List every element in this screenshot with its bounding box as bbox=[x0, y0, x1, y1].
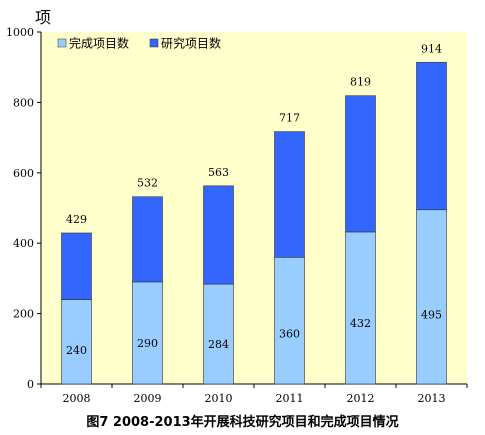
figure-caption: 图7 2008-2013年开展科技研究项目和完成项目情况 bbox=[86, 415, 399, 430]
bar-series bbox=[61, 61, 447, 385]
data-label-completed: 240 bbox=[66, 344, 87, 357]
bar-segment-completed bbox=[416, 209, 447, 385]
bar-segment-research bbox=[274, 131, 305, 258]
x-axis-ticks: 2008 2009 2010 2011 2012 2013 bbox=[40, 384, 468, 405]
x-tick-label: 2008 bbox=[63, 392, 91, 405]
data-label-total: 429 bbox=[66, 213, 87, 226]
bar-segment-completed bbox=[203, 283, 234, 385]
x-tick-label: 2010 bbox=[205, 392, 233, 405]
data-label-completed: 284 bbox=[208, 338, 229, 351]
bar-segment-research bbox=[61, 232, 92, 300]
y-axis-unit: 项 bbox=[35, 8, 51, 27]
legend-label-research: 研究项目数 bbox=[161, 36, 221, 51]
bar-segment-completed bbox=[345, 231, 376, 385]
legend-label-completed: 完成项目数 bbox=[69, 36, 129, 51]
x-tick-label: 2011 bbox=[276, 392, 304, 405]
plot-area bbox=[41, 32, 467, 384]
bar-segment-completed bbox=[274, 256, 305, 385]
data-label-total: 717 bbox=[279, 112, 300, 125]
y-tick-label: 0 bbox=[27, 378, 34, 391]
bar-segment-completed bbox=[132, 281, 163, 385]
legend: 完成项目数 研究项目数 bbox=[57, 36, 221, 51]
data-label-completed: 432 bbox=[350, 317, 371, 330]
x-tick-label: 2012 bbox=[347, 392, 375, 405]
data-label-total: 914 bbox=[421, 42, 442, 55]
data-label-total: 532 bbox=[137, 177, 158, 190]
data-label-completed: 360 bbox=[279, 327, 300, 340]
y-tick-label: 1000 bbox=[6, 26, 34, 39]
bar-segment-research bbox=[132, 196, 163, 283]
y-tick-label: 200 bbox=[13, 308, 34, 321]
data-label-total: 563 bbox=[208, 166, 229, 179]
x-tick-label: 2009 bbox=[134, 392, 162, 405]
y-tick-label: 400 bbox=[13, 237, 34, 250]
y-tick-label: 600 bbox=[13, 167, 34, 180]
legend-swatch-completed bbox=[57, 38, 67, 48]
legend-swatch-research bbox=[149, 38, 159, 48]
x-tick-label: 2013 bbox=[418, 392, 446, 405]
data-labels: 240 429 290 532 284 563 360 717 432 819 495 914 bbox=[66, 42, 442, 357]
y-tick-label: 800 bbox=[13, 96, 34, 109]
y-axis-ticks: 0 200 400 600 800 1000 bbox=[6, 26, 41, 391]
data-label-total: 819 bbox=[350, 76, 371, 89]
data-label-completed: 495 bbox=[421, 308, 442, 321]
data-label-completed: 290 bbox=[137, 337, 158, 350]
bar-segment-completed bbox=[61, 299, 92, 385]
bar-segment-research bbox=[203, 185, 234, 285]
bar-segment-research bbox=[416, 61, 447, 211]
bar-segment-research bbox=[345, 95, 376, 233]
